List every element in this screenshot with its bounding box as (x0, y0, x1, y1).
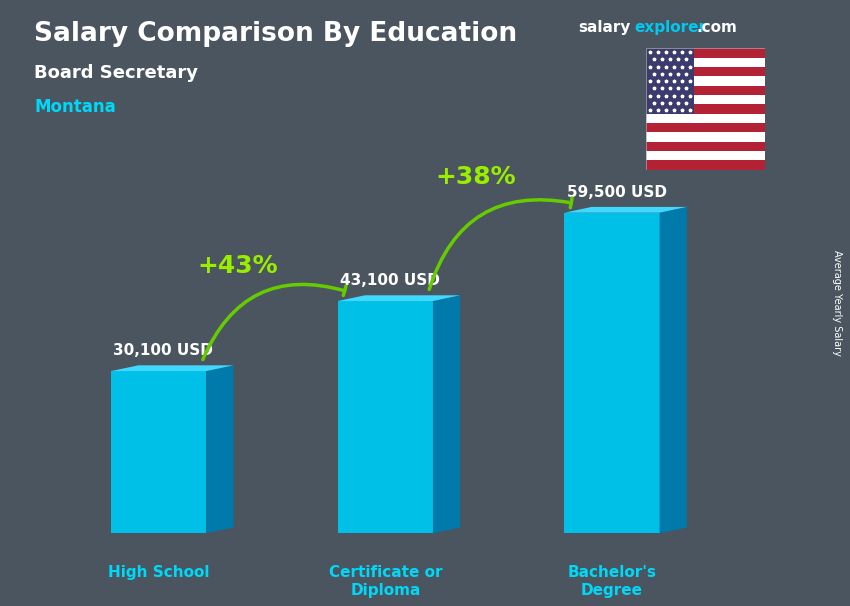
Polygon shape (207, 365, 234, 533)
Text: 59,500 USD: 59,500 USD (567, 185, 666, 200)
Polygon shape (564, 207, 687, 213)
Polygon shape (337, 301, 433, 533)
Bar (646, 58, 765, 67)
Text: 30,100 USD: 30,100 USD (113, 343, 213, 358)
Bar (646, 151, 765, 161)
Bar (646, 161, 765, 170)
Polygon shape (111, 365, 234, 371)
Bar (646, 67, 765, 76)
Polygon shape (564, 213, 660, 533)
Text: High School: High School (108, 565, 209, 581)
Text: Certificate or
Diploma: Certificate or Diploma (329, 565, 442, 598)
Polygon shape (111, 371, 207, 533)
Bar (646, 114, 765, 123)
Polygon shape (660, 207, 687, 533)
Text: Salary Comparison By Education: Salary Comparison By Education (34, 21, 517, 47)
Polygon shape (337, 295, 460, 301)
Text: Average Yearly Salary: Average Yearly Salary (832, 250, 842, 356)
Text: .com: .com (697, 20, 738, 35)
Text: Bachelor's
Degree: Bachelor's Degree (568, 565, 656, 598)
Text: +38%: +38% (436, 165, 516, 188)
Bar (646, 132, 765, 142)
Bar (646, 48, 694, 114)
Bar (646, 48, 765, 58)
Bar (646, 123, 765, 132)
Text: +43%: +43% (198, 253, 278, 278)
Text: salary: salary (578, 20, 631, 35)
Text: Board Secretary: Board Secretary (34, 64, 198, 82)
Bar (646, 104, 765, 114)
Bar (646, 86, 765, 95)
Bar (646, 142, 765, 151)
Text: Montana: Montana (34, 98, 116, 116)
Bar (646, 76, 765, 86)
Text: explorer: explorer (634, 20, 706, 35)
Polygon shape (433, 295, 460, 533)
Bar (646, 95, 765, 104)
Text: 43,100 USD: 43,100 USD (340, 273, 440, 288)
